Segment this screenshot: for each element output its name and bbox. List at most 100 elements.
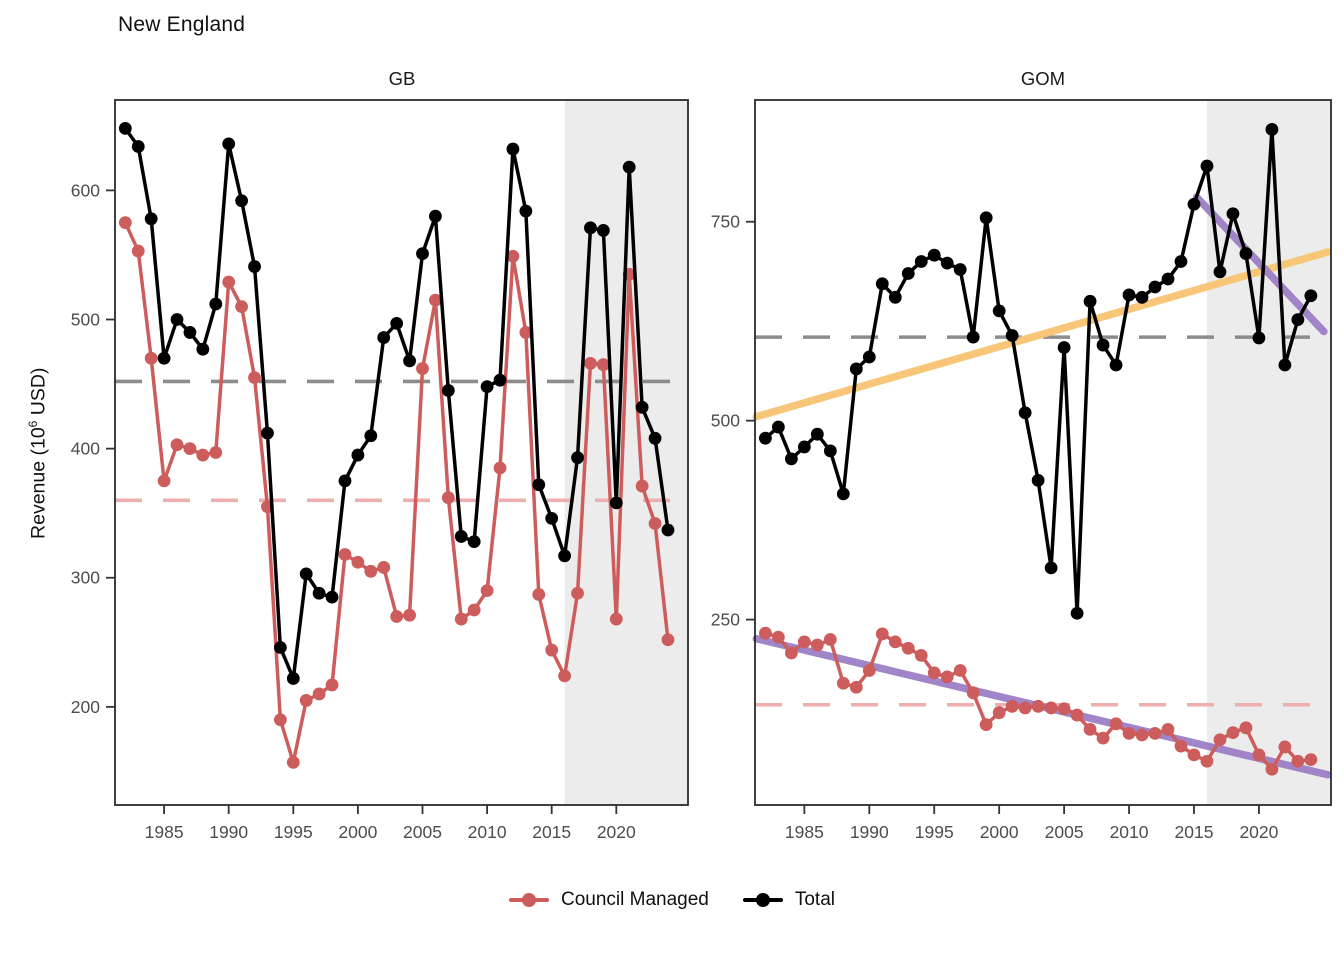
legend-label-council-managed: Council Managed xyxy=(560,889,709,910)
gom-council-managed-point-2014 xyxy=(1174,739,1188,753)
gom-council-managed-point-2007 xyxy=(1083,723,1097,736)
gom-x-tick-label-1985: 1985 xyxy=(785,822,824,842)
gb-council-managed-point-2023 xyxy=(648,517,662,530)
gb-total-point-2020 xyxy=(609,496,623,510)
gb-total-point-2014 xyxy=(532,478,546,492)
gb-total-point-1987 xyxy=(183,326,197,339)
gb-total-point-2008 xyxy=(454,530,468,543)
gom-council-managed-point-2019 xyxy=(1239,721,1253,735)
gom-council-managed-point-1992 xyxy=(888,635,902,649)
gom-council-managed-point-1987 xyxy=(823,633,837,646)
gb-total-point-2003 xyxy=(390,316,404,330)
gb-x-tick-label-1985: 1985 xyxy=(145,822,184,842)
gb-council-managed-point-1995 xyxy=(286,755,300,769)
gb-council-managed-point-2019 xyxy=(596,358,610,372)
gb-council-managed-point-2022 xyxy=(635,479,649,493)
gb-council-managed-point-1996 xyxy=(299,694,313,707)
gom-total-point-1986 xyxy=(810,427,824,441)
gb-total-point-1995 xyxy=(286,672,300,685)
gb-total-point-1994 xyxy=(273,641,287,654)
gom-total-point-1983 xyxy=(771,420,785,434)
gom-total-point-1992 xyxy=(888,290,902,304)
gb-council-managed-point-1992 xyxy=(248,371,261,385)
gom-total-point-1991 xyxy=(875,277,889,291)
gom-x-tick-label-2005: 2005 xyxy=(1045,822,1084,842)
gom-total-point-1998 xyxy=(966,330,980,344)
gom-total-point-1985 xyxy=(797,440,811,454)
gom-total-point-2002 xyxy=(1018,406,1032,420)
gom-council-managed-point-2009 xyxy=(1109,717,1123,731)
gb-total-point-2009 xyxy=(467,535,481,548)
gom-total-point-2023 xyxy=(1291,313,1305,327)
gb-y-tick-label-400: 400 xyxy=(71,439,100,459)
gom-council-managed-point-1984 xyxy=(784,646,798,660)
gom-total-point-2007 xyxy=(1083,294,1097,308)
facet-label-gom: GOM xyxy=(1020,68,1066,89)
gb-panel-border xyxy=(114,99,689,806)
gom-council-managed-point-1998 xyxy=(966,686,980,700)
gb-total-point-1998 xyxy=(325,590,339,604)
total-line-dot-icon xyxy=(742,893,783,907)
gb-council-managed-point-2007 xyxy=(441,491,455,505)
gom-council-managed-point-1997 xyxy=(953,664,967,677)
gom-total-point-2022 xyxy=(1278,358,1292,372)
gb-total-point-2005 xyxy=(416,247,429,261)
gom-total-trend-line xyxy=(752,248,1332,421)
gb-total-point-2002 xyxy=(377,331,391,344)
gom-x-tick-label-2010: 2010 xyxy=(1110,822,1149,842)
gom-council-managed-point-2016 xyxy=(1200,754,1214,768)
gom-council-managed-point-2021 xyxy=(1265,762,1279,776)
gom-total-point-1984 xyxy=(784,452,798,466)
gom-x-tick-label-2015: 2015 xyxy=(1175,822,1214,842)
gb-y-tick-label-200: 200 xyxy=(71,697,100,717)
gom-total-point-2021 xyxy=(1265,123,1279,136)
gb-total-point-1985 xyxy=(157,351,171,365)
gom-council-managed-point-1995 xyxy=(927,666,941,680)
gom-total-point-1982 xyxy=(758,431,772,445)
gom-council-managed-point-1994 xyxy=(914,649,928,662)
gb-council-managed-point-2016 xyxy=(558,669,572,683)
gom-council-managed-point-2006 xyxy=(1070,708,1084,722)
gom-recent-period-highlight xyxy=(1206,100,1331,805)
gb-council-managed-point-1985 xyxy=(157,474,171,488)
gom-council-managed-point-2011 xyxy=(1135,728,1149,742)
gb-total-point-1999 xyxy=(338,474,352,488)
gom-total-point-1997 xyxy=(953,263,967,276)
gom-total-point-2013 xyxy=(1161,272,1175,286)
gb-council-managed-point-2006 xyxy=(429,293,442,307)
gb-council-managed-point-1986 xyxy=(170,438,184,452)
gb-council-managed-point-2008 xyxy=(454,612,468,626)
gb-total-point-2010 xyxy=(480,380,494,394)
gom-total-point-2009 xyxy=(1109,358,1123,372)
gb-x-tick-label-2010: 2010 xyxy=(468,822,507,842)
gom-council-managed-point-2010 xyxy=(1122,726,1136,740)
gb-total-point-1996 xyxy=(299,567,313,581)
gom-panel-border xyxy=(754,99,1332,806)
gom-total-point-1999 xyxy=(979,211,993,225)
gb-total-point-2007 xyxy=(441,384,455,397)
gom-council-managed-point-1990 xyxy=(862,664,876,677)
gb-council-managed-point-2002 xyxy=(377,561,391,574)
gom-y-tick-label-500: 500 xyxy=(711,411,740,431)
gb-total-point-1988 xyxy=(196,342,210,356)
gom-total-point-2005 xyxy=(1057,341,1071,354)
gb-total-point-2016 xyxy=(558,549,572,563)
gom-total-point-1994 xyxy=(914,255,928,268)
gom-total-point-1988 xyxy=(836,487,850,501)
gom-total-point-2003 xyxy=(1031,473,1045,487)
gb-total-point-2001 xyxy=(364,429,378,443)
gb-council-managed-point-1982 xyxy=(118,216,132,230)
gb-council-managed-point-1983 xyxy=(131,244,145,258)
gb-council-managed-point-2009 xyxy=(467,603,481,617)
gb-total-point-2006 xyxy=(429,209,442,223)
gb-total-point-1982 xyxy=(118,122,132,135)
gb-total-point-2022 xyxy=(635,400,649,414)
gb-council-managed-point-2024 xyxy=(661,633,675,647)
gom-council-managed-point-2001 xyxy=(1005,699,1019,713)
gb-total-point-1993 xyxy=(261,426,274,440)
gom-total-point-2004 xyxy=(1044,561,1058,575)
gom-council-managed-point-1999 xyxy=(979,718,993,732)
gom-total-point-1987 xyxy=(823,444,837,458)
gb-council-managed-point-1990 xyxy=(222,275,236,289)
